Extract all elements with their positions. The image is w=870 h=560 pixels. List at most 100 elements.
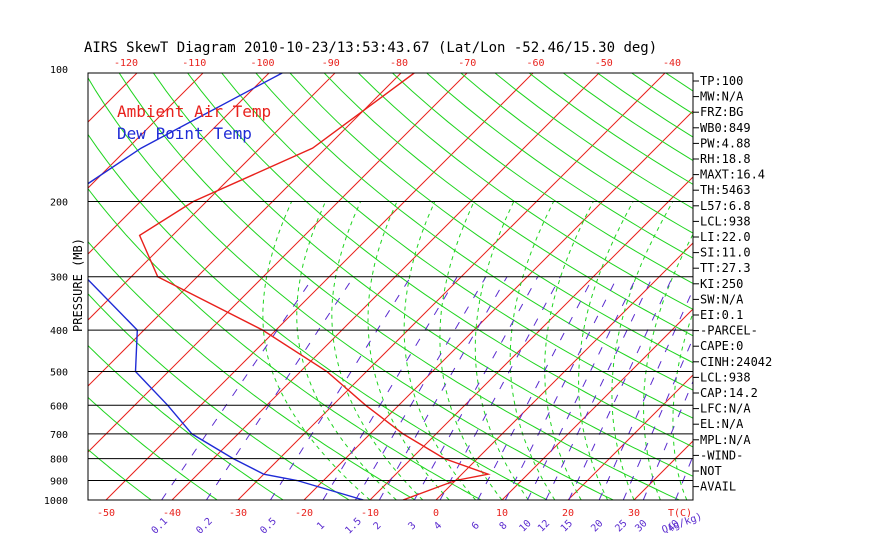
dry-adiabat-line <box>0 54 30 510</box>
dry-adiabat-line <box>221 73 693 419</box>
index-label: SW:N/A <box>700 292 744 306</box>
index-label: AVAIL <box>700 480 736 494</box>
mixing-ratio-line <box>270 276 412 500</box>
mixing-ratio-tick-label: 15 <box>559 518 575 534</box>
bottom-temp-tick-label: 0 <box>433 508 439 519</box>
pressure-tick-label: 200 <box>50 198 68 209</box>
isotherm-line <box>435 242 693 500</box>
index-label: LFC:N/A <box>700 402 751 416</box>
index-label: CAP:14.2 <box>700 386 758 400</box>
pressure-tick-label: 800 <box>50 455 68 466</box>
pressure-tick-label: 500 <box>50 367 68 378</box>
isotherm-line <box>766 73 870 500</box>
mixing-ratio-tick-label: 20 <box>589 518 605 534</box>
index-label: CAPE:0 <box>700 339 743 353</box>
index-label: SI:11.0 <box>700 246 751 260</box>
pressure-tick-label: 600 <box>50 401 68 412</box>
mixing-ratio-line <box>674 454 693 500</box>
isotherm-line <box>369 176 693 500</box>
mixing-ratio-line <box>378 276 508 500</box>
top-temp-tick-label: -40 <box>663 58 681 69</box>
mixing-ratio-line <box>545 276 654 500</box>
mixing-ratio-line <box>205 276 355 500</box>
index-label: TP:100 <box>700 74 743 88</box>
dry-adiabat-line <box>152 73 693 477</box>
mixing-ratio-tick-label: 25 <box>613 518 629 534</box>
dew-point-temp-line <box>88 73 364 500</box>
top-temp-tick-label: -120 <box>114 58 138 69</box>
pressure-tick-label: 400 <box>50 326 68 337</box>
index-label: FRZ:BG <box>700 105 743 119</box>
dry-adiabat-line <box>88 187 483 500</box>
dry-adiabat-line <box>425 73 693 259</box>
index-label: WB0:849 <box>700 121 751 135</box>
dry-adiabat-line <box>88 396 219 500</box>
isotherm-line <box>88 73 402 387</box>
plot-frame <box>87 72 694 501</box>
moist-adiabat-line <box>331 201 424 500</box>
top-temp-tick-label: -60 <box>526 58 544 69</box>
mixing-ratio-tick-label: 6 <box>470 520 482 532</box>
index-label: TT:27.3 <box>700 261 751 275</box>
mixing-ratio-tick-label: 2 <box>372 520 384 532</box>
mixing-ratio-line <box>526 276 638 500</box>
bottom-temp-tick-label: -30 <box>229 508 247 519</box>
top-temp-tick-label: -110 <box>182 58 206 69</box>
mixing-ratio-tick-label: 3 <box>407 520 419 532</box>
mixing-ratio-line <box>161 276 315 500</box>
bottom-temp-tick-label: -20 <box>295 508 313 519</box>
index-label: LI:22.0 <box>700 230 751 244</box>
index-label: RH:18.8 <box>700 152 751 166</box>
isotherm-line <box>171 73 600 500</box>
mixing-ratio-tick-label: 0.2 <box>194 516 215 537</box>
top-temp-tick-label: -50 <box>595 58 613 69</box>
dry-adiabat-line <box>88 293 351 500</box>
dry-adiabat-line <box>88 240 417 500</box>
isotherm-line <box>832 73 870 500</box>
pressure-tick-label: 700 <box>50 430 68 441</box>
index-label: PW:4.88 <box>700 136 751 150</box>
top-temp-tick-label: -80 <box>390 58 408 69</box>
dry-adiabat-line <box>88 448 153 500</box>
index-label: LCL:938 <box>700 370 751 384</box>
pressure-tick-label: 900 <box>50 476 68 487</box>
dry-adiabat-line <box>88 133 549 500</box>
isotherm-line <box>88 73 468 453</box>
mixing-ratio-tick-label: 1 <box>315 520 327 532</box>
bottom-temp-unit: T(C) <box>668 508 692 519</box>
dry-adiabat-line <box>118 73 681 500</box>
index-label: MAXT:16.4 <box>700 168 765 182</box>
dry-adiabat-line <box>737 54 870 510</box>
index-label: CINH:24042 <box>700 355 772 369</box>
dry-adiabat-line <box>323 73 693 337</box>
index-label: EL:N/A <box>700 417 744 431</box>
mixing-ratio-line <box>642 380 693 500</box>
legend: Ambient Air Temp Dew Point Temp <box>117 102 271 143</box>
dry-adiabat-line <box>391 73 693 285</box>
isotherm-line <box>0 73 5 500</box>
y-axis-label: PRESSURE (MB) <box>71 238 85 332</box>
legend-ambient-air-temp: Ambient Air Temp <box>117 102 271 121</box>
isotherm-line <box>567 374 693 500</box>
mixing-ratio-tick-label: 10 <box>518 518 534 534</box>
isotherm-line <box>88 73 270 255</box>
bottom-temp-tick-label: -10 <box>361 508 379 519</box>
isotherm-line <box>88 73 336 321</box>
mixing-ratio-line <box>622 337 693 500</box>
pressure-tick-label: 1000 <box>44 496 68 507</box>
index-label: LCL:938 <box>700 214 751 228</box>
index-label: MPL:N/A <box>700 433 751 447</box>
mixing-ratio-tick-label: 0.5 <box>258 516 279 537</box>
mixing-ratio-line <box>504 276 618 500</box>
top-temp-tick-label: -90 <box>322 58 340 69</box>
mixing-ratio-line <box>477 276 594 500</box>
bottom-temp-tick-label: 30 <box>628 508 640 519</box>
moist-adiabat-line <box>611 201 674 500</box>
mixing-ratio-tick-label: 30 <box>633 518 649 534</box>
moist-adiabat-line <box>296 201 397 500</box>
moist-adiabat-line <box>439 201 503 500</box>
moist-adiabat-line <box>544 201 594 500</box>
dry-adiabat-line <box>289 73 693 364</box>
